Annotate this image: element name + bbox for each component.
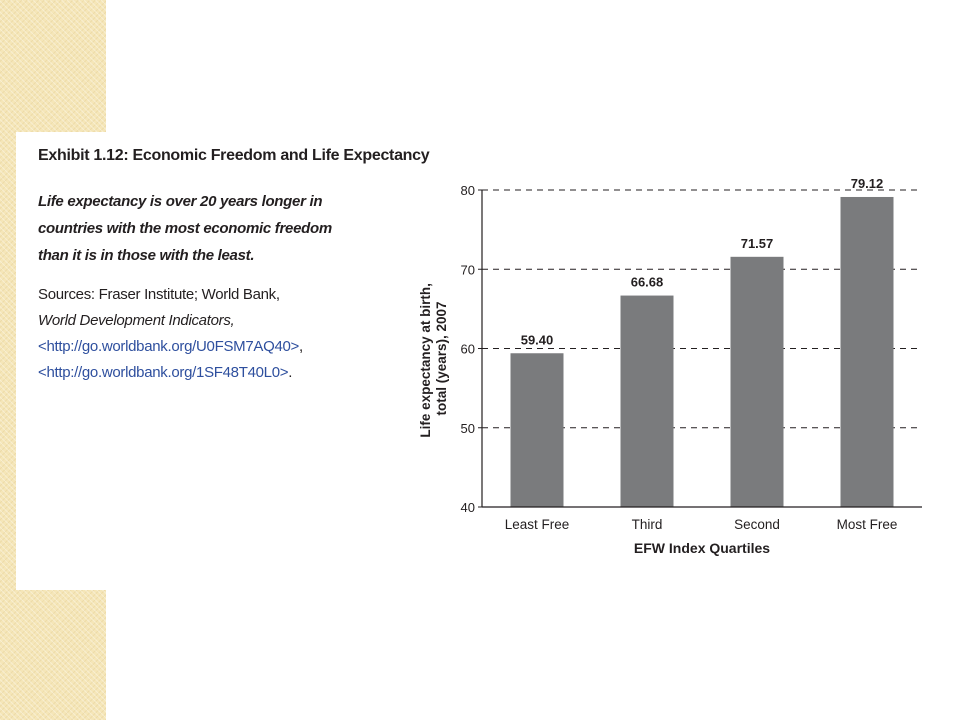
bar [620, 295, 674, 507]
x-tick-label: Second [734, 517, 780, 532]
source-link-2[interactable]: <http://go.worldbank.org/1SF48T40L0> [38, 364, 289, 381]
bars [510, 196, 894, 507]
exhibit-caption: Life expectancy is over 20 years longer … [38, 188, 338, 269]
caption-line: than it is in those with the least. [38, 247, 255, 264]
y-axis-title-line: total (years), 2007 [434, 301, 449, 415]
sources-publication: World Development Indicators, [38, 312, 235, 329]
y-tick-label: 60 [461, 342, 475, 357]
bar [730, 256, 784, 507]
caption-line: Life expectancy is over 20 years longer … [38, 193, 323, 210]
exhibit-title: Exhibit 1.12: Economic Freedom and Life … [38, 147, 430, 164]
bar [840, 196, 894, 507]
life-expectancy-bar-chart: 40 50 60 70 80 59.40 Least Free 66.68 Third 71.57… [418, 176, 922, 556]
sources-line: Sources: Fraser Institute; World Bank, [38, 286, 280, 303]
bar-value-label: 59.40 [521, 332, 554, 347]
y-axis-title-line: Life expectancy at birth, [418, 283, 433, 438]
source-link-2-suffix: . [288, 364, 293, 381]
labels: 40 50 60 70 80 59.40 Least Free 66.68 Third 71.57… [461, 176, 898, 532]
x-tick-label: Most Free [837, 517, 898, 532]
bar-value-label: 79.12 [851, 176, 884, 191]
y-tick-label: 40 [461, 500, 475, 515]
source-link-1-suffix: , [299, 338, 303, 355]
exhibit-panel [16, 132, 960, 590]
bar [510, 353, 564, 507]
x-axis-title: EFW Index Quartiles [634, 540, 770, 556]
y-tick-label: 50 [461, 421, 475, 436]
source-link-1[interactable]: <http://go.worldbank.org/U0FSM7AQ40> [38, 338, 300, 355]
x-tick-label: Least Free [505, 517, 570, 532]
y-axis-title: Life expectancy at birth, total (years),… [418, 279, 449, 437]
x-tick-label: Third [632, 517, 663, 532]
bar-value-label: 66.68 [631, 275, 664, 290]
axes [478, 189, 922, 508]
y-tick-label: 70 [461, 262, 475, 277]
bar-value-label: 71.57 [741, 236, 774, 251]
sources-block: Sources: Fraser Institute; World Bank, W… [38, 282, 358, 386]
caption-line: countries with the most economic freedom [38, 220, 332, 237]
y-tick-label: 80 [461, 183, 475, 198]
